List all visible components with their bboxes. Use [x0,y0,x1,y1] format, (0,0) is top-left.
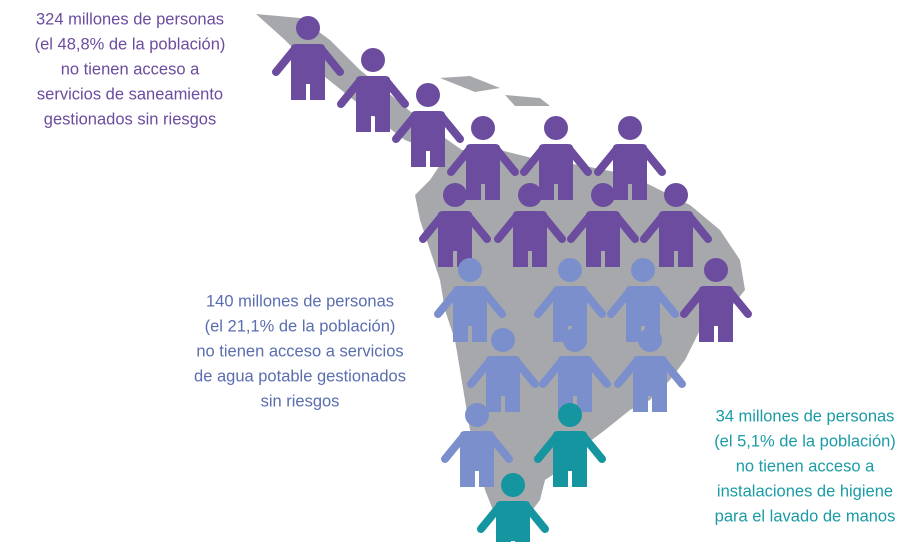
person-icon [467,328,539,412]
person-head [563,328,587,352]
person-body [586,211,620,267]
person-head [544,116,568,140]
person-body [553,286,587,342]
text-line: instalaciones de higiene [717,482,893,500]
person-body [513,211,547,267]
person-head [443,183,467,207]
text-line: 34 millones de personas [716,407,895,425]
text-line: (el 21,1% de la población) [205,317,396,335]
person-body [633,356,667,412]
person-body [466,144,500,200]
person-head [501,473,525,497]
person-icon [447,116,519,200]
map [256,14,745,532]
person-head [458,258,482,282]
person-body [558,356,592,412]
text-line: de agua potable gestionados [194,367,406,385]
person-icon [614,328,686,412]
person-head [664,183,688,207]
person-head [631,258,655,282]
person-head [591,183,615,207]
text-line: servicios de saneamiento [37,85,223,103]
person-body [659,211,693,267]
person-body [613,144,647,200]
person-body [356,76,390,132]
text-line: sin riesgos [261,392,340,410]
person-head [416,83,440,107]
person-head [558,403,582,427]
person-body [460,431,494,487]
person-head [361,48,385,72]
person-icon [392,83,464,167]
person-body [411,111,445,167]
person-head [704,258,728,282]
person-body [553,431,587,487]
person-head [558,258,582,282]
text-line: 324 millones de personas [36,10,224,28]
person-icon [494,183,566,267]
person-head [638,328,662,352]
person-icon [534,258,606,342]
person-body [539,144,573,200]
text-line: no tienen acceso a servicios [196,342,403,360]
person-icon [594,116,666,200]
text-line: (el 5,1% de la población) [714,432,896,450]
person-head [471,116,495,140]
text-line: gestionados sin riesgos [44,110,216,128]
person-icon [539,328,611,412]
person-body [486,356,520,412]
text-line: no tienen acceso a [61,60,200,78]
person-icon [272,16,344,100]
person-icon [441,403,513,487]
person-head [465,403,489,427]
person-icon [477,473,549,542]
text-line: para el lavado de manos [715,507,896,525]
person-head [618,116,642,140]
person-body [496,501,530,542]
person-body [699,286,733,342]
person-head [491,328,515,352]
person-body [453,286,487,342]
person-icon [434,258,506,342]
person-icon [567,183,639,267]
text-line: 140 millones de personas [206,292,394,310]
text-blocks: 324 millones de personas (el 48,8% de la … [35,10,896,525]
person-icon [640,183,712,267]
person-icon [607,258,679,342]
person-head [296,16,320,40]
people-icons [272,16,752,542]
person-icon [419,183,491,267]
person-icon [337,48,409,132]
text-line: no tienen acceso a [736,457,875,475]
person-head [518,183,542,207]
text-line: (el 48,8% de la población) [35,35,226,53]
person-icon [520,116,592,200]
person-body [626,286,660,342]
person-icon [534,403,606,487]
person-body [291,44,325,100]
person-icon [680,258,752,342]
person-body [438,211,472,267]
